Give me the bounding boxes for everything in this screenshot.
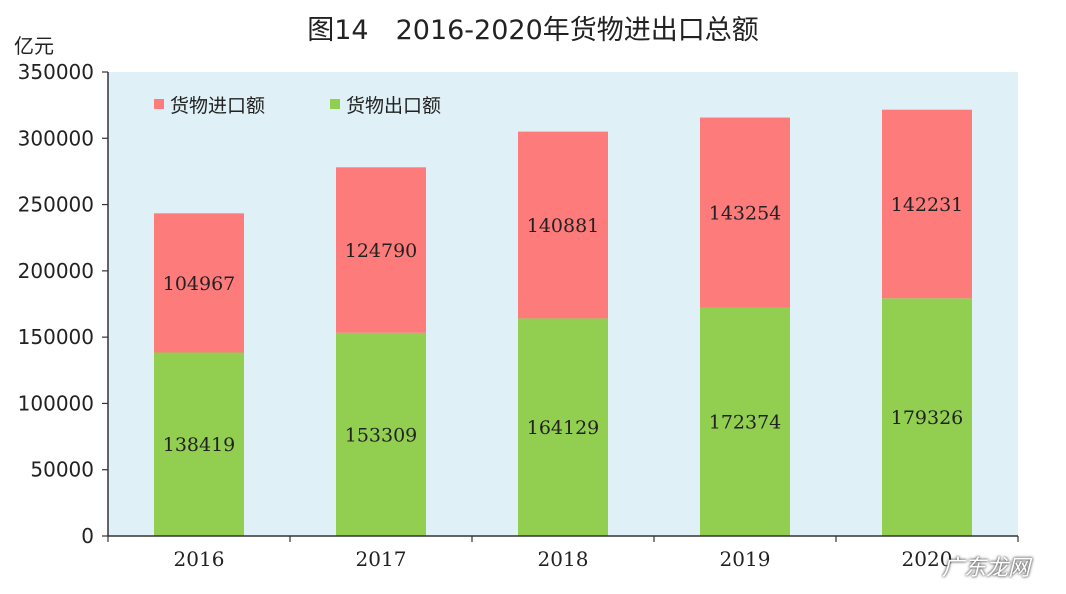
- x-tick-label: 2016: [174, 547, 225, 571]
- x-tick-label: 2020: [902, 547, 953, 571]
- legend-label-import: 货物进口额: [170, 95, 265, 117]
- bar-segment-import-2018: [518, 131, 608, 319]
- x-tick-label: 2018: [538, 547, 589, 571]
- y-tick-label: 150000: [18, 325, 94, 349]
- bar-segment-import-2019: [700, 117, 790, 308]
- bar-segment-import-2017: [336, 167, 426, 333]
- value-label-export-2019: 172374: [709, 412, 782, 434]
- value-label-import-2017: 124790: [345, 240, 418, 262]
- bar-segment-export-2017: [336, 332, 426, 536]
- bar-segment-export-2016: [154, 352, 244, 536]
- legend-swatch-import: [154, 99, 164, 109]
- y-tick-label: 350000: [18, 60, 94, 84]
- bar-segment-export-2020: [882, 298, 972, 536]
- y-tick-label: 50000: [30, 458, 94, 482]
- value-label-export-2018: 164129: [527, 417, 600, 439]
- watermark-logo: 广东龙网: [941, 556, 1030, 581]
- value-label-export-2020: 179326: [891, 407, 964, 429]
- value-label-export-2016: 138419: [163, 434, 236, 456]
- y-axis-unit: 亿元: [14, 34, 54, 58]
- bar-segment-import-2016: [154, 213, 244, 353]
- y-tick-label: 300000: [18, 126, 94, 150]
- y-tick-label: 200000: [18, 259, 94, 283]
- value-label-import-2016: 104967: [163, 273, 236, 295]
- value-label-export-2017: 153309: [345, 424, 418, 446]
- bar-segment-export-2018: [518, 318, 608, 536]
- chart-title: 图14 2016-2020年货物进出口总额: [307, 15, 759, 46]
- value-label-import-2018: 140881: [527, 215, 600, 237]
- bar-segment-import-2020: [882, 109, 972, 299]
- y-tick-label: 0: [81, 524, 94, 548]
- legend-swatch-export: [330, 99, 340, 109]
- bar-segment-export-2019: [700, 307, 790, 536]
- y-tick-label: 250000: [18, 193, 94, 217]
- value-label-import-2020: 142231: [891, 194, 964, 216]
- legend-label-export: 货物出口额: [346, 95, 441, 117]
- y-tick-label: 100000: [18, 391, 94, 415]
- value-label-import-2019: 143254: [709, 203, 782, 225]
- x-tick-label: 2017: [356, 547, 407, 571]
- x-tick-label: 2019: [720, 547, 771, 571]
